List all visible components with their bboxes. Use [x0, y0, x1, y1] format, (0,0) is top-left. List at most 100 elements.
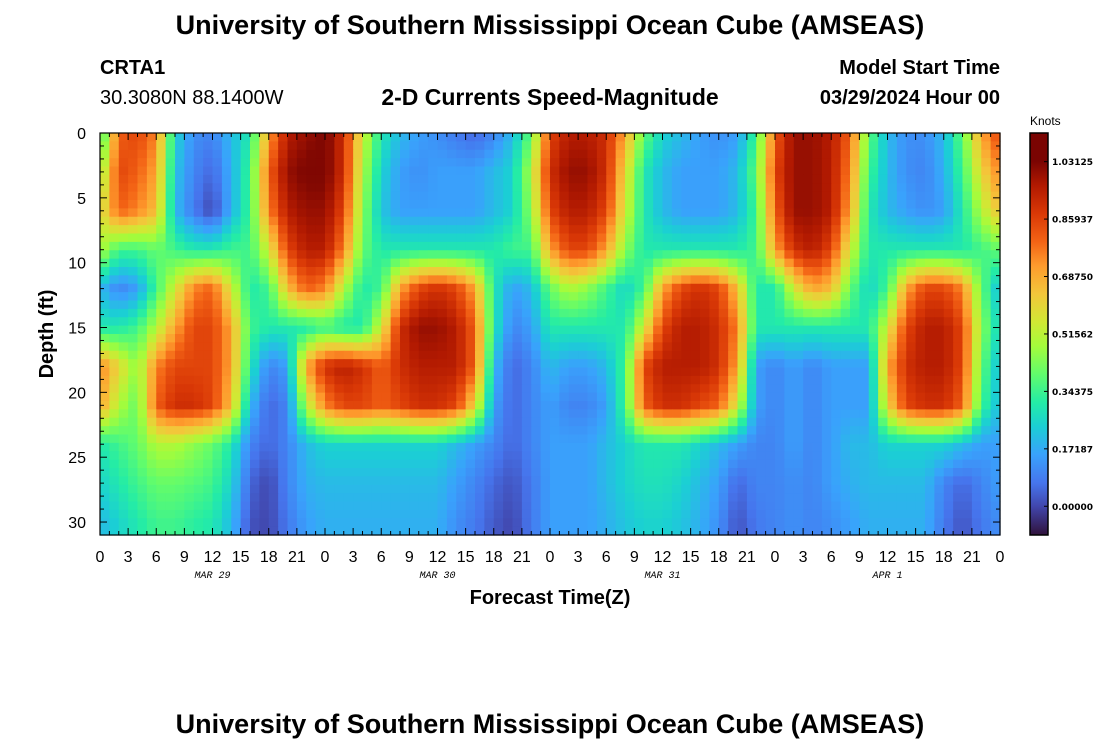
heatmap-cell	[700, 233, 710, 243]
heatmap-cell	[503, 200, 514, 209]
heatmap-cell	[606, 334, 617, 343]
heatmap-cell	[746, 434, 757, 444]
heatmap-cell	[259, 216, 270, 226]
heatmap-cell	[409, 283, 420, 293]
heatmap-cell	[362, 149, 373, 159]
heatmap-cell	[240, 518, 251, 528]
heatmap-cell	[118, 233, 129, 243]
heatmap-cell	[353, 200, 364, 209]
heatmap-cell	[343, 300, 354, 310]
heatmap-cell	[465, 484, 476, 494]
heatmap-cell	[512, 501, 523, 511]
heatmap-cell	[803, 518, 814, 528]
heatmap-cell	[812, 149, 823, 159]
heatmap-cell	[296, 392, 307, 402]
heatmap-cell	[578, 141, 589, 151]
heatmap-cell	[212, 334, 223, 343]
heatmap-cell	[146, 292, 157, 302]
heatmap-cell	[175, 476, 185, 486]
heatmap-cell	[418, 434, 429, 444]
heatmap-cell	[203, 258, 214, 268]
heatmap-cell	[784, 258, 795, 268]
heatmap-cell	[756, 468, 767, 477]
heatmap-cell	[193, 233, 204, 243]
heatmap-cell	[559, 359, 570, 369]
heatmap-cell	[231, 283, 242, 293]
heatmap-cell	[971, 233, 982, 243]
heatmap-cell	[775, 518, 785, 528]
heatmap-cell	[840, 300, 851, 310]
heatmap-cell	[531, 459, 542, 469]
heatmap-cell	[934, 442, 945, 452]
heatmap-cell	[315, 149, 326, 159]
heatmap-cell	[587, 317, 598, 327]
heatmap-cell	[221, 208, 232, 218]
heatmap-cell	[287, 367, 298, 377]
heatmap-cell	[859, 216, 870, 226]
heatmap-cell	[850, 208, 860, 218]
heatmap-cell	[990, 141, 1001, 151]
heatmap-cell	[746, 426, 757, 436]
heatmap-cell	[859, 392, 870, 402]
heatmap-cell	[484, 292, 495, 302]
heatmap-cell	[362, 250, 373, 260]
heatmap-cell	[353, 350, 364, 360]
heatmap-cell	[784, 384, 795, 394]
x-tick-label: 15	[682, 549, 700, 566]
chart-title: 2-D Currents Speed-Magnitude	[381, 84, 719, 110]
heatmap-cell	[503, 334, 514, 343]
heatmap-cell	[587, 133, 598, 142]
heatmap-cell	[118, 174, 129, 184]
heatmap-cell	[240, 208, 251, 218]
heatmap-cell	[681, 275, 692, 285]
heatmap-cell	[662, 334, 673, 343]
heatmap-cell	[231, 250, 242, 260]
heatmap-cell	[306, 459, 317, 469]
heatmap-cell	[915, 526, 926, 536]
heatmap-cell	[221, 225, 232, 235]
heatmap-cell	[812, 401, 823, 410]
heatmap-cell	[681, 468, 692, 477]
heatmap-cell	[306, 292, 317, 302]
heatmap-cell	[165, 208, 176, 218]
heatmap-cell	[334, 250, 345, 260]
heatmap-cell	[981, 183, 992, 193]
heatmap-cell	[193, 451, 204, 461]
heatmap-cell	[962, 258, 973, 268]
heatmap-cell	[428, 258, 439, 268]
heatmap-cell	[953, 225, 964, 235]
heatmap-cell	[250, 484, 260, 494]
heatmap-cell	[212, 392, 223, 402]
heatmap-cell	[756, 133, 767, 142]
heatmap-cell	[943, 509, 954, 519]
heatmap-cell	[128, 267, 139, 276]
heatmap-cell	[840, 149, 851, 159]
heatmap-cell	[287, 292, 298, 302]
heatmap-cell	[915, 350, 926, 360]
heatmap-cell	[371, 300, 382, 310]
heatmap-cell	[953, 241, 964, 251]
heatmap-cell	[943, 409, 954, 419]
heatmap-cell	[484, 174, 495, 184]
heatmap-cell	[653, 426, 664, 436]
heatmap-cell	[784, 442, 795, 452]
heatmap-cell	[550, 451, 560, 461]
heatmap-cell	[728, 401, 739, 410]
heatmap-cell	[484, 459, 495, 469]
heatmap-cell	[118, 526, 129, 536]
heatmap-cell	[578, 442, 589, 452]
heatmap-cell	[737, 133, 748, 142]
heatmap-cell	[512, 509, 523, 519]
heatmap-cell	[296, 208, 307, 218]
heatmap-cell	[765, 133, 776, 142]
heatmap-cell	[690, 300, 701, 310]
heatmap-cell	[971, 526, 982, 536]
heatmap-cell	[484, 233, 495, 243]
heatmap-cell	[756, 183, 767, 193]
heatmap-cell	[268, 509, 279, 519]
heatmap-cell	[671, 342, 682, 352]
heatmap-cell	[653, 476, 664, 486]
heatmap-cell	[484, 392, 495, 402]
heatmap-cell	[587, 233, 598, 243]
heatmap-cell	[981, 350, 992, 360]
